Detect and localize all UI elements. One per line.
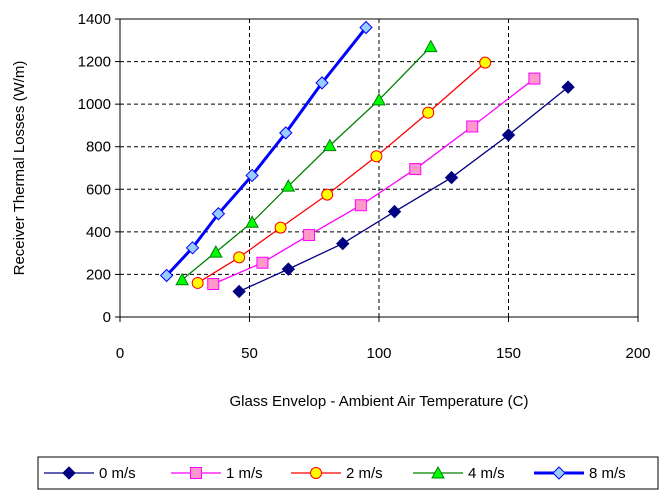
- y-tick-label: 800: [86, 139, 111, 156]
- x-tick-label: 200: [625, 345, 650, 362]
- legend-items: 0 m/s 1 m/s 2 m/s 4 m/s 8 m/s: [44, 465, 626, 482]
- data-point: [191, 276, 204, 289]
- legend-marker: [62, 466, 76, 480]
- series-0: [232, 80, 575, 299]
- legend-label: 8 m/s: [589, 465, 626, 482]
- data-point: [422, 106, 435, 119]
- x-tick-label: 50: [241, 345, 258, 362]
- data-point: [423, 39, 438, 53]
- series: [159, 20, 575, 299]
- y-axis: 0 200 400 600 800 1000 1200 1400: [78, 11, 120, 326]
- data-point: [175, 272, 190, 286]
- legend-marker: [552, 466, 566, 480]
- series-1: [207, 72, 541, 291]
- data-point: [279, 126, 293, 140]
- legend-item: 8 m/s: [534, 465, 626, 482]
- x-axis-label: Glass Envelop - Ambient Air Temperature …: [229, 393, 528, 410]
- data-point: [561, 80, 575, 94]
- legend-item: 4 m/s: [413, 465, 505, 482]
- data-point: [501, 128, 516, 142]
- y-tick-label: 1000: [78, 96, 111, 113]
- x-tick-label: 100: [366, 345, 391, 362]
- y-tick-label: 200: [86, 266, 111, 283]
- legend-item: 2 m/s: [291, 465, 383, 482]
- legend-item: 1 m/s: [171, 465, 263, 482]
- data-point: [336, 236, 350, 251]
- legend: 0 m/s 1 m/s 2 m/s 4 m/s 8 m/s: [37, 456, 659, 490]
- data-point: [303, 229, 316, 242]
- legend-label: 1 m/s: [226, 465, 263, 482]
- series-2: [191, 56, 492, 289]
- data-point: [387, 204, 402, 219]
- data-point: [233, 251, 246, 264]
- data-point: [245, 215, 259, 228]
- data-point: [370, 150, 383, 163]
- data-point: [444, 170, 459, 185]
- data-point: [159, 268, 174, 283]
- data-point: [245, 168, 259, 183]
- data-point: [211, 207, 226, 221]
- y-axis-label: Receiver Thermal Losses (W/m): [11, 61, 28, 276]
- data-point: [281, 262, 296, 276]
- y-tick-label: 1200: [78, 54, 111, 71]
- y-tick-label: 1400: [78, 11, 111, 28]
- data-point: [372, 92, 386, 106]
- x-tick-label: 0: [116, 345, 124, 362]
- data-point: [321, 188, 334, 201]
- data-point: [256, 256, 269, 269]
- legend-label: 4 m/s: [468, 465, 505, 482]
- data-point: [528, 72, 541, 85]
- data-point: [315, 76, 329, 90]
- legend-item: 0 m/s: [44, 465, 136, 482]
- series-4: [159, 20, 373, 283]
- legend-label: 2 m/s: [346, 465, 383, 482]
- x-axis: 0 50 100 150 200: [116, 317, 651, 362]
- series-line: [197, 62, 486, 284]
- legend-label: 0 m/s: [99, 465, 136, 482]
- y-tick-label: 0: [103, 309, 111, 326]
- y-tick-label: 400: [86, 224, 111, 241]
- grid: [120, 19, 638, 317]
- data-point: [466, 120, 479, 133]
- y-tick-label: 600: [86, 181, 111, 198]
- data-point: [409, 163, 422, 176]
- series-line: [181, 46, 432, 281]
- series-line: [212, 78, 535, 285]
- data-point: [274, 221, 287, 234]
- data-point: [359, 20, 373, 35]
- data-point: [207, 278, 220, 291]
- data-point: [479, 56, 492, 69]
- data-point: [232, 284, 246, 299]
- data-point: [185, 241, 200, 255]
- legend-marker: [431, 465, 445, 479]
- data-point: [322, 138, 337, 152]
- data-point: [354, 199, 367, 212]
- data-point: [208, 245, 223, 258]
- legend-marker: [310, 467, 322, 479]
- data-point: [281, 179, 296, 192]
- legend-marker: [190, 467, 202, 479]
- x-tick-label: 150: [496, 345, 521, 362]
- series-3: [175, 39, 438, 286]
